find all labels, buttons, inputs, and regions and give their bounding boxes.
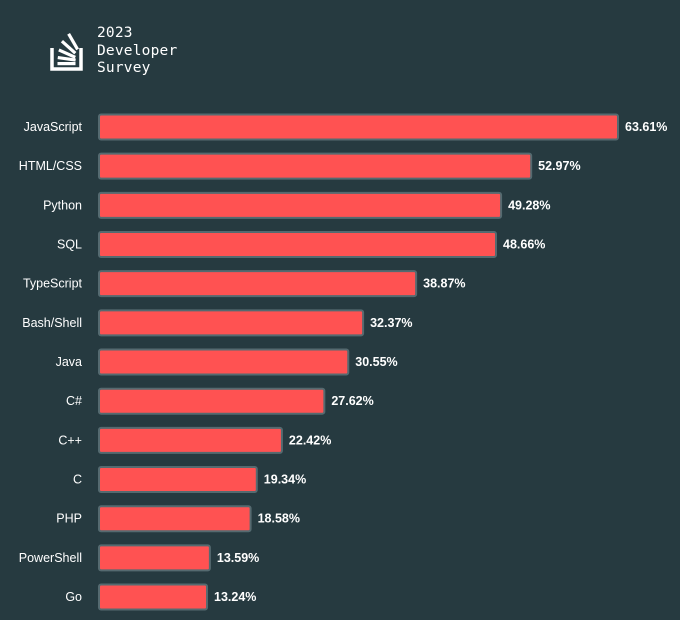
bar-html-css bbox=[98, 152, 533, 180]
value-label-bash-shell: 32.37% bbox=[370, 316, 412, 330]
value-label-php: 18.58% bbox=[258, 512, 300, 526]
survey-year: 2023 bbox=[97, 25, 133, 41]
survey-title-line1: Developer bbox=[97, 42, 178, 59]
category-label-java: Java bbox=[56, 355, 82, 369]
value-label-html-css: 52.97% bbox=[538, 159, 580, 173]
category-label-c: C bbox=[73, 473, 82, 487]
category-label-typescript: TypeScript bbox=[23, 277, 83, 291]
value-label-python: 49.28% bbox=[508, 198, 550, 212]
category-label-c: C# bbox=[66, 394, 82, 408]
value-label-c: 27.62% bbox=[331, 394, 373, 408]
category-label-powershell: PowerShell bbox=[19, 551, 82, 565]
bar-python bbox=[98, 191, 503, 219]
bar-javascript bbox=[98, 113, 619, 141]
category-label-c: C++ bbox=[58, 433, 82, 447]
value-label-c: 19.34% bbox=[264, 473, 306, 487]
stack-overflow-logo-icon bbox=[50, 33, 83, 71]
bar-c bbox=[98, 466, 258, 494]
value-label-c: 22.42% bbox=[289, 433, 331, 447]
bar-go bbox=[98, 583, 209, 611]
bar-c bbox=[98, 426, 283, 454]
value-label-powershell: 13.59% bbox=[217, 551, 259, 565]
value-label-java: 30.55% bbox=[355, 355, 397, 369]
bar-c bbox=[98, 387, 326, 415]
bar-powershell bbox=[98, 544, 211, 572]
category-label-go: Go bbox=[65, 590, 82, 604]
value-label-sql: 48.66% bbox=[503, 238, 545, 252]
category-label-sql: SQL bbox=[57, 238, 82, 252]
value-label-javascript: 63.61% bbox=[625, 120, 667, 134]
bar-java bbox=[98, 348, 350, 376]
bar-typescript bbox=[98, 270, 418, 298]
bar-php bbox=[98, 505, 252, 533]
category-label-html-css: HTML/CSS bbox=[19, 159, 82, 173]
category-label-php: PHP bbox=[56, 512, 82, 526]
survey-title: 2023 Developer Survey bbox=[97, 25, 177, 78]
category-label-python: Python bbox=[43, 198, 82, 212]
survey-title-line2: Survey bbox=[97, 60, 151, 76]
category-label-javascript: JavaScript bbox=[24, 120, 83, 134]
value-label-go: 13.24% bbox=[214, 590, 256, 604]
bar-bash-shell bbox=[98, 309, 365, 337]
bar-sql bbox=[98, 231, 498, 259]
value-label-typescript: 38.87% bbox=[423, 277, 465, 291]
category-label-bash-shell: Bash/Shell bbox=[22, 316, 82, 330]
